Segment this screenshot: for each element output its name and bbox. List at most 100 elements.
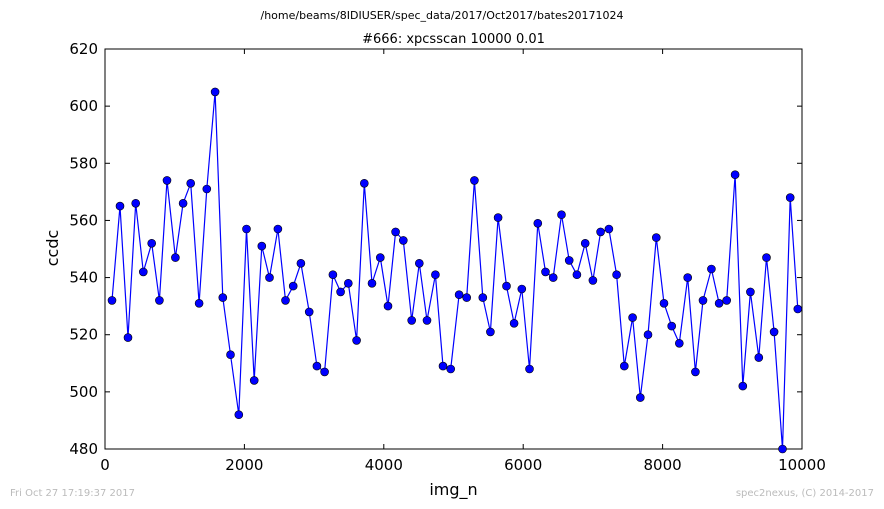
- data-point: [312, 361, 322, 371]
- x-tick-label: 0: [100, 456, 110, 474]
- data-point: [115, 201, 125, 211]
- data-point: [242, 224, 251, 234]
- data-point: [533, 219, 543, 228]
- x-tick-label: 2000: [225, 456, 263, 474]
- data-point: [359, 179, 369, 188]
- data-point: [367, 278, 377, 288]
- data-point: [249, 376, 259, 385]
- data-point: [738, 381, 748, 391]
- data-point: [431, 270, 440, 280]
- data-point: [414, 258, 424, 268]
- y-tick-label: 580: [69, 154, 98, 172]
- data-point: [234, 410, 244, 420]
- data-point: [257, 241, 267, 251]
- footer-credit: spec2nexus, (C) 2014-2017: [735, 488, 874, 499]
- data-point: [273, 224, 283, 234]
- data-point: [320, 367, 329, 377]
- data-point: [517, 284, 527, 294]
- data-point: [769, 327, 779, 337]
- y-tick-label: 500: [69, 383, 98, 401]
- figure-suptitle: /home/beams/8IDIUSER/spec_data/2017/Oct2…: [260, 9, 624, 22]
- y-tick-label: 600: [69, 97, 98, 115]
- data-point: [391, 227, 400, 237]
- x-axis-label: img_n: [429, 480, 477, 500]
- data-point: [265, 273, 274, 282]
- data-point: [194, 298, 204, 308]
- data-point: [509, 318, 519, 328]
- series-line: [111, 91, 799, 450]
- data-point: [281, 296, 290, 305]
- data-point: [730, 170, 740, 179]
- data-point: [162, 176, 172, 185]
- x-tick-label: 6000: [504, 456, 542, 474]
- data-point: [596, 227, 605, 237]
- data-point: [762, 253, 771, 262]
- data-point: [548, 273, 558, 282]
- data-point: [580, 239, 590, 248]
- data-point: [139, 267, 148, 277]
- plot-frame: [104, 48, 803, 450]
- data-point: [564, 256, 574, 265]
- data-point: [612, 270, 621, 280]
- data-point: [304, 307, 314, 317]
- data-point: [635, 393, 645, 402]
- data-point: [628, 313, 637, 322]
- data-point: [778, 444, 787, 454]
- data-point: [785, 193, 795, 202]
- data-point: [131, 199, 140, 208]
- data-point: [123, 333, 133, 342]
- data-point: [155, 296, 164, 305]
- data-point: [651, 233, 661, 242]
- data-point: [557, 210, 566, 219]
- data-point: [754, 353, 764, 362]
- data-point: [462, 293, 472, 302]
- data-point: [171, 253, 180, 262]
- data-point: [210, 87, 220, 97]
- data-point: [572, 270, 582, 280]
- x-tick-label: 8000: [644, 456, 682, 474]
- data-point: [722, 296, 732, 305]
- data-point: [659, 298, 669, 308]
- data-point: [674, 338, 684, 348]
- data-point: [178, 199, 188, 208]
- data-point: [147, 239, 156, 248]
- data-point: [226, 350, 235, 360]
- data-point: [619, 361, 629, 371]
- y-tick-label: 560: [69, 211, 98, 229]
- data-point: [446, 364, 456, 374]
- x-tick-label: 10000: [778, 456, 826, 474]
- data-point: [336, 287, 345, 297]
- data-point: [352, 336, 361, 345]
- data-point: [202, 184, 212, 194]
- data-point: [793, 304, 803, 314]
- x-tick-label: 4000: [365, 456, 403, 474]
- data-point: [691, 367, 700, 377]
- footer-timestamp: Fri Oct 27 17:19:37 2017: [10, 488, 136, 499]
- data-point: [604, 224, 614, 234]
- data-point: [714, 298, 724, 308]
- data-point: [502, 281, 511, 291]
- data-point: [667, 321, 677, 331]
- data-point: [698, 296, 708, 305]
- data-point: [493, 213, 503, 222]
- data-point: [328, 270, 338, 280]
- data-point: [186, 179, 195, 188]
- data-point: [218, 293, 228, 302]
- data-point: [683, 273, 693, 282]
- chart-title: #666: xpcsscan 10000 0.01: [362, 32, 545, 47]
- data-point: [383, 301, 393, 311]
- data-point: [541, 267, 550, 277]
- data-point: [470, 176, 479, 185]
- data-point: [478, 293, 488, 302]
- data-point: [746, 287, 755, 297]
- data-point: [422, 316, 432, 325]
- y-tick-label: 540: [69, 269, 98, 287]
- data-point: [343, 278, 353, 288]
- data-point: [707, 264, 716, 274]
- data-point: [438, 361, 448, 371]
- data-point: [454, 290, 464, 300]
- data-point: [588, 276, 598, 285]
- data-point: [525, 364, 534, 374]
- data-point: [288, 281, 298, 291]
